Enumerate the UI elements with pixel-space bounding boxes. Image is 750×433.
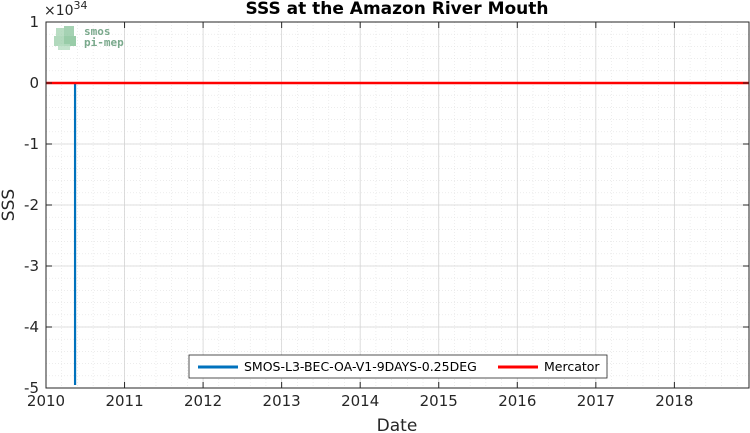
legend-label-smos: SMOS-L3-BEC-OA-V1-9DAYS-0.25DEG xyxy=(244,359,477,374)
legend: SMOS-L3-BEC-OA-V1-9DAYS-0.25DEG Mercator xyxy=(188,354,608,379)
y-tick-label: 1 xyxy=(29,13,39,31)
logo-mosaic-tile xyxy=(64,26,74,36)
plot-series xyxy=(46,81,749,385)
logo-text-smos: smos xyxy=(84,25,111,38)
y-tick-label: -5 xyxy=(24,379,39,397)
smos-logo: smos pi-mep xyxy=(54,25,124,50)
logo-mosaic-tile xyxy=(58,44,70,50)
logo-text-pimep: pi-mep xyxy=(84,36,124,49)
x-tick-label: 2012 xyxy=(184,392,222,410)
logo-mosaic-tile xyxy=(64,36,76,46)
x-tick-label: 2014 xyxy=(341,392,379,410)
x-tick-label: 2015 xyxy=(420,392,458,410)
y-axis-label: SSS xyxy=(0,189,19,221)
x-tick-label: 2010 xyxy=(27,392,65,410)
x-axis-label: Date xyxy=(377,416,418,433)
x-tick-label: 2013 xyxy=(263,392,301,410)
x-tick-label: 2011 xyxy=(105,392,143,410)
x-tick-label: 2017 xyxy=(577,392,615,410)
x-tick-label: 2016 xyxy=(498,392,536,410)
y-tick-label: -1 xyxy=(24,135,39,153)
y-tick-label: 0 xyxy=(29,74,39,92)
y-tick-label: -3 xyxy=(24,257,39,275)
y-tick-label: -4 xyxy=(24,318,39,336)
y-exponent: ×1034 xyxy=(44,0,88,19)
x-tick-label: 2018 xyxy=(655,392,693,410)
y-exponent-base: ×10 xyxy=(44,3,74,19)
legend-box xyxy=(188,354,608,379)
legend-label-mercator: Mercator xyxy=(544,359,600,374)
chart-title: SSS at the Amazon River Mouth xyxy=(245,0,548,19)
logo-mosaic-tile xyxy=(54,36,64,46)
logo-mosaic-tile xyxy=(56,28,64,36)
y-exponent-power: 34 xyxy=(74,0,88,12)
y-tick-label: -2 xyxy=(24,196,39,214)
